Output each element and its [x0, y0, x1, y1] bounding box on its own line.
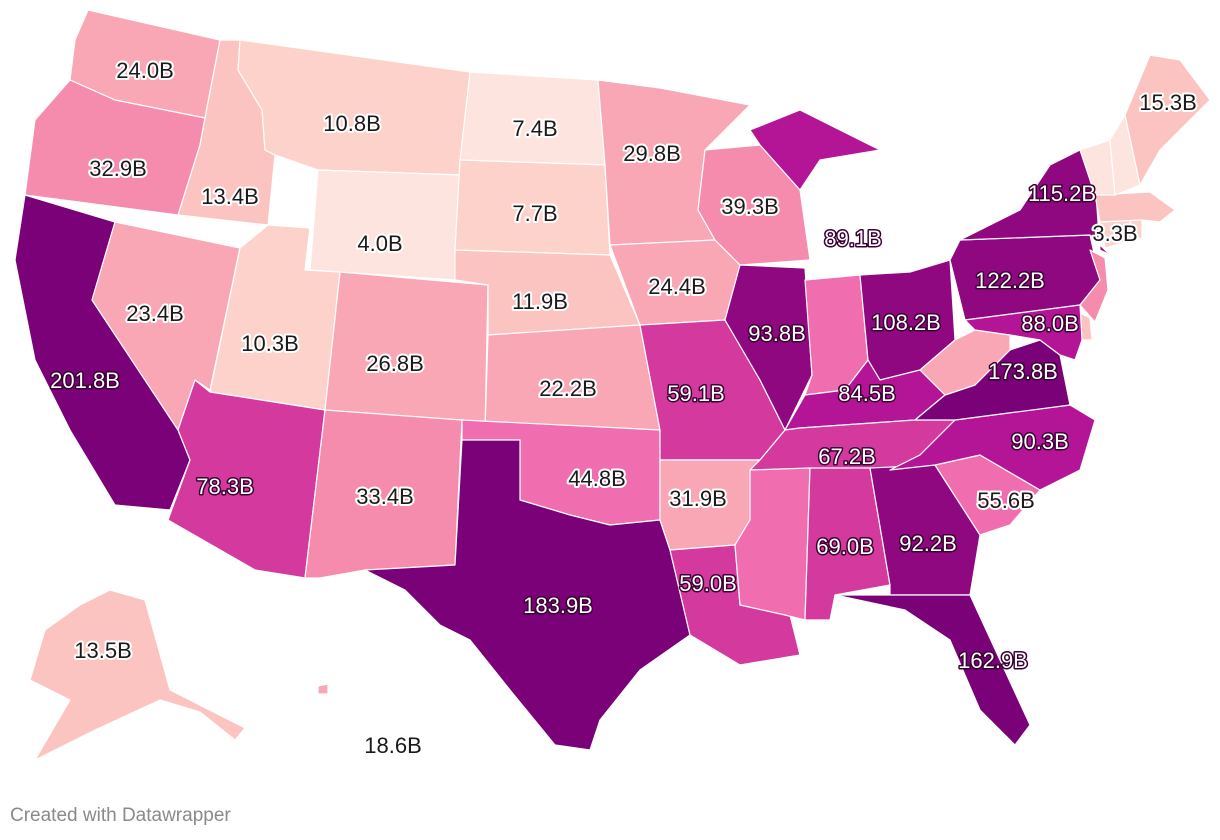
value-label-pa: 122.2B — [975, 268, 1045, 293]
value-label-az: 78.3B — [196, 474, 254, 499]
value-label-ny: 115.2B — [1028, 181, 1096, 206]
value-label-nd: 7.4B — [512, 116, 557, 141]
value-label-fl: 162.9B — [958, 648, 1028, 673]
state-alaska[interactable] — [29, 589, 246, 761]
value-label-mt: 10.8B — [323, 111, 381, 136]
value-label-mn: 29.8B — [623, 141, 681, 166]
state-north-carolina[interactable] — [889, 404, 1096, 491]
value-label-la: 59.0B — [679, 571, 737, 596]
value-label-mi: 89.1B — [824, 226, 882, 251]
value-label-nv: 23.4B — [126, 301, 184, 326]
value-label-il: 93.8B — [748, 321, 806, 346]
state-wyoming[interactable] — [309, 169, 463, 281]
state-maryland[interactable] — [964, 304, 1083, 361]
value-label-or: 32.9B — [89, 156, 147, 181]
value-label-sd: 7.7B — [512, 201, 557, 226]
value-label-va: 173.8B — [988, 359, 1058, 384]
state-maine[interactable] — [1124, 54, 1211, 186]
value-label-mo: 59.1B — [667, 381, 725, 406]
value-label-ak: 13.5B — [74, 638, 132, 663]
value-label-id: 13.4B — [201, 184, 259, 209]
value-label-ks: 22.2B — [539, 376, 597, 401]
value-label-md: 88.0B — [1021, 311, 1079, 336]
value-labels: 201.8B 183.9B 173.8B 162.9B 122.2B 115.2B 108.… — [49, 56, 1199, 760]
value-label-wi: 39.3B — [721, 194, 779, 219]
state-new-jersey[interactable] — [1079, 249, 1109, 323]
state-massachusetts[interactable] — [1094, 191, 1176, 223]
value-label-nc: 90.3B — [1011, 429, 1069, 454]
value-label-nm: 33.4B — [356, 484, 414, 509]
value-label-tn: 67.2B — [818, 444, 876, 469]
value-label-wy: 4.0B — [357, 231, 402, 256]
value-label-me: 15.3B — [1139, 90, 1197, 115]
value-label-ct: 3.3B — [1092, 221, 1137, 246]
value-label-sc: 55.6B — [977, 488, 1035, 513]
value-label-ca: 201.8B — [50, 368, 120, 393]
state-florida[interactable] — [834, 594, 1031, 746]
value-label-oh: 108.2B — [871, 310, 941, 335]
value-label-ga: 92.2B — [899, 531, 957, 556]
state-texas[interactable] — [364, 439, 691, 751]
value-label-wa: 24.0B — [116, 58, 174, 83]
value-label-al: 69.0B — [816, 534, 874, 559]
datawrapper-credit: Created with Datawrapper — [10, 805, 231, 826]
us-choropleth-map: 201.8B 183.9B 173.8B 162.9B 122.2B 115.2B 108.… — [14, 9, 1211, 761]
value-label-tx: 183.9B — [523, 593, 593, 618]
value-label-ky: 84.5B — [838, 381, 896, 406]
value-label-ne: 11.9B — [512, 289, 568, 314]
value-label-hi: 18.6B — [364, 733, 422, 758]
value-label-ok: 44.8B — [568, 466, 626, 491]
state-hawaii[interactable] — [317, 683, 329, 695]
value-label-co: 26.8B — [366, 351, 424, 376]
state-shapes — [14, 9, 1211, 761]
state-west-virginia[interactable] — [919, 329, 1011, 396]
value-label-ut: 10.3B — [241, 331, 299, 356]
value-label-ar: 31.9B — [669, 486, 727, 511]
state-michigan[interactable] — [749, 109, 881, 191]
value-label-ia: 24.4B — [648, 274, 706, 299]
